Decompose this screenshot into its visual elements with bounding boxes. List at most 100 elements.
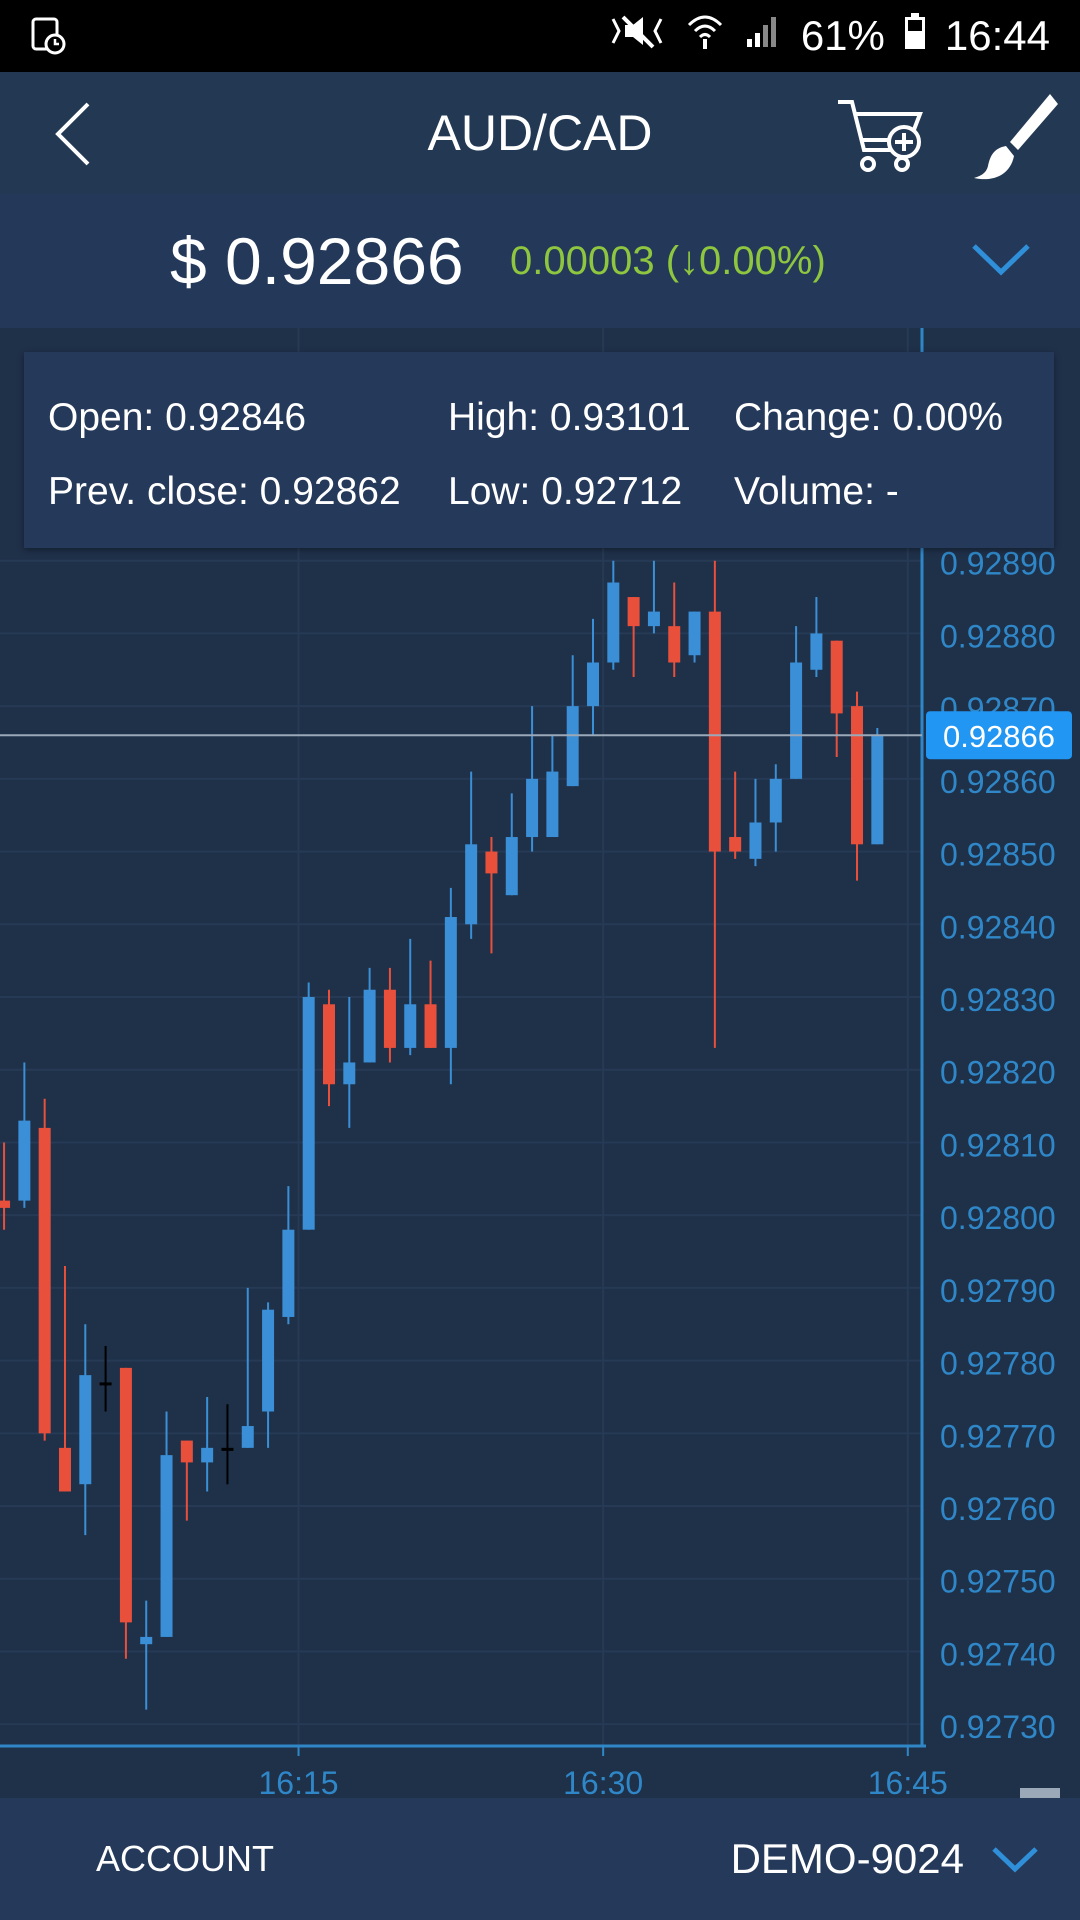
draw-tools-button[interactable]	[970, 86, 1060, 186]
x-tick-label: 16:45	[868, 1765, 948, 1798]
y-tick-label: 0.92740	[940, 1636, 1056, 1672]
candle-body	[810, 633, 823, 670]
candle[interactable]	[546, 735, 559, 838]
y-tick-label: 0.92840	[940, 909, 1056, 945]
x-tick-label: 16:30	[563, 1765, 643, 1798]
candle[interactable]	[363, 967, 376, 1063]
y-tick-label: 0.92860	[940, 764, 1056, 800]
candle[interactable]	[566, 655, 579, 787]
candlestick-chart[interactable]: 0.92730 0.92740 0.92750 0.92760 0.92770 0.927…	[0, 328, 1080, 1798]
candle[interactable]	[587, 618, 600, 736]
account-bar: ACCOUNT DEMO-9024	[0, 1798, 1080, 1920]
account-value: DEMO-9024	[730, 1835, 964, 1882]
candle[interactable]	[343, 997, 356, 1128]
current-price-badge	[926, 711, 1072, 760]
stat-low: Low: 0.92712	[448, 470, 683, 513]
candle[interactable]	[627, 597, 640, 678]
brush-icon	[974, 94, 1058, 180]
candle[interactable]	[708, 560, 721, 1048]
candle[interactable]	[505, 793, 518, 896]
candle[interactable]	[729, 771, 742, 859]
candle-body	[566, 706, 579, 787]
stat-volume: Volume: -	[734, 470, 899, 513]
candle[interactable]	[383, 967, 396, 1063]
candle-body	[708, 611, 721, 852]
candle[interactable]	[79, 1324, 92, 1536]
chart-scroll-handle[interactable]	[1020, 1788, 1060, 1798]
candle-body	[363, 989, 376, 1063]
candle[interactable]	[404, 938, 417, 1056]
candle-body	[546, 771, 559, 838]
y-tick-label: 0.92820	[940, 1055, 1056, 1091]
candle[interactable]	[241, 1287, 254, 1448]
y-tick-label: 0.92770	[940, 1418, 1056, 1454]
price-chart[interactable]: 0.92730 0.92740 0.92750 0.92760 0.92770 0.927…	[0, 328, 1080, 1798]
candle[interactable]	[607, 560, 620, 670]
candle-body	[485, 851, 498, 874]
candle[interactable]	[810, 597, 823, 678]
back-button[interactable]	[40, 96, 110, 172]
y-tick-label: 0.92780	[940, 1346, 1056, 1382]
candle[interactable]	[58, 1266, 71, 1492]
candle[interactable]	[322, 989, 335, 1107]
candle-body	[830, 640, 843, 714]
candle[interactable]	[99, 1346, 112, 1412]
current-price: $ 0.92866	[170, 224, 464, 298]
candle-body	[851, 706, 864, 845]
candle-body	[262, 1309, 275, 1412]
stat-open: Open: 0.92846	[48, 396, 307, 439]
candle[interactable]	[140, 1600, 153, 1710]
candle[interactable]	[424, 960, 437, 1048]
candle-body	[647, 611, 660, 627]
current-price-label: 0.92866	[943, 719, 1055, 754]
candle[interactable]	[668, 582, 681, 678]
x-tick-label: 16:15	[258, 1765, 338, 1798]
candle[interactable]	[282, 1186, 295, 1325]
candle[interactable]	[830, 640, 843, 758]
price-details-toggle[interactable]	[968, 234, 1034, 284]
candle[interactable]	[262, 1302, 275, 1448]
add-to-cart-button[interactable]	[832, 86, 932, 186]
y-tick-label: 0.92800	[940, 1200, 1056, 1236]
candle[interactable]	[201, 1396, 214, 1492]
candle-body	[282, 1229, 295, 1317]
candle[interactable]	[526, 706, 539, 852]
candle[interactable]	[444, 887, 457, 1085]
candle-body	[0, 1200, 11, 1208]
candle-body	[201, 1447, 214, 1463]
back-arrow-icon	[55, 102, 90, 166]
candle[interactable]	[688, 611, 701, 663]
stat-change: Change: 0.00%	[734, 396, 1003, 439]
candle[interactable]	[647, 560, 660, 634]
candle[interactable]	[790, 626, 803, 779]
price-change: 0.00003 (↓0.00%)	[510, 238, 826, 283]
candle-body	[302, 997, 315, 1230]
candle-body	[119, 1367, 132, 1623]
candle[interactable]	[851, 691, 864, 881]
battery-icon	[903, 11, 927, 61]
candle[interactable]	[18, 1062, 31, 1208]
candle[interactable]	[302, 982, 315, 1230]
candle[interactable]	[160, 1411, 173, 1637]
candle[interactable]	[0, 1142, 11, 1230]
candle-body	[424, 1004, 437, 1048]
candle[interactable]	[465, 771, 478, 939]
candle[interactable]	[180, 1440, 193, 1521]
account-label: ACCOUNT	[96, 1838, 274, 1879]
candle[interactable]	[485, 837, 498, 954]
mute-icon	[609, 11, 667, 61]
candle[interactable]	[38, 1098, 51, 1441]
account-selector[interactable]: DEMO-9024	[731, 1798, 1040, 1920]
signal-icon	[743, 11, 783, 61]
candle-body	[160, 1455, 173, 1637]
candle[interactable]	[871, 727, 884, 845]
candle[interactable]	[769, 764, 782, 852]
candle[interactable]	[119, 1367, 132, 1659]
stat-prev-close: Prev. close: 0.92862	[48, 470, 401, 513]
app-bar: AUD/CAD	[0, 72, 1080, 194]
cart-add-icon	[838, 100, 923, 172]
candle[interactable]	[749, 778, 762, 867]
candle-body	[383, 989, 396, 1048]
candle[interactable]	[221, 1404, 234, 1485]
candle-body	[587, 662, 600, 707]
